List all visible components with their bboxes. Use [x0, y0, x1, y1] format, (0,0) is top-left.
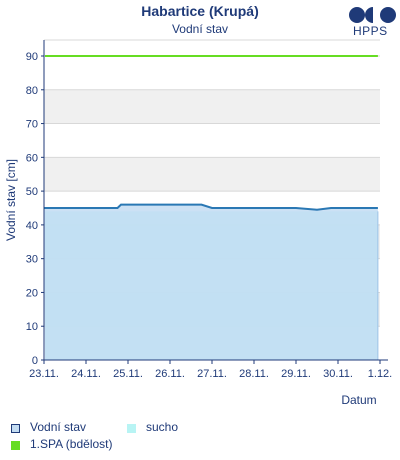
legend-swatch-water [11, 424, 20, 433]
x-axis-label: Datum [341, 393, 376, 407]
x-tick-label: 24.11. [71, 368, 101, 380]
logo-circle-left [349, 7, 365, 23]
legend-label-water: Vodní stav [30, 420, 87, 434]
legend-swatch-spa1 [11, 441, 20, 450]
x-tick-label: 23.11. [29, 368, 59, 380]
y-tick-label: 30 [26, 254, 38, 266]
y-tick-label: 60 [26, 152, 38, 164]
water-level-chart: 0 10 20 30 40 50 60 70 80 90 23.11. 24.11. 25.11. 26.… [4, 39, 392, 407]
x-tick-label: 29.11. [281, 368, 311, 380]
y-tick-label: 20 [26, 287, 38, 299]
y-tick-label: 0 [32, 355, 38, 367]
x-tick-label: 27.11. [197, 368, 227, 380]
logo-text: HPPS [353, 24, 388, 38]
water-level-area [44, 204, 378, 360]
chart-subtitle: Vodní stav [171, 22, 229, 36]
y-axis-label: Vodní stav [cm] [4, 159, 18, 241]
grid-band [44, 157, 380, 192]
x-tick-label: 28.11. [239, 368, 269, 380]
x-tick-label: 30.11. [323, 368, 353, 380]
x-tick-label: 25.11. [113, 368, 143, 380]
y-tick-label: 70 [26, 119, 38, 131]
logo-circle-right [380, 7, 396, 23]
grid-band [44, 89, 380, 124]
chart-title: Habartice (Krupá) [141, 3, 259, 19]
legend-label-drought: sucho [146, 420, 179, 434]
y-tick-label: 90 [26, 51, 38, 63]
x-tick-label: 1.12. [368, 368, 392, 380]
legend-label-spa1: 1.SPA (bdělost) [30, 437, 113, 451]
legend-swatch-drought [127, 424, 136, 433]
y-tick-label: 40 [26, 220, 38, 232]
y-tick-label: 50 [26, 186, 38, 198]
x-tick-label: 26.11. [155, 368, 185, 380]
water-level-line [44, 203, 378, 211]
logo-circle-middle [365, 7, 373, 23]
y-tick-label: 10 [26, 321, 38, 333]
y-tick-label: 80 [26, 85, 38, 97]
